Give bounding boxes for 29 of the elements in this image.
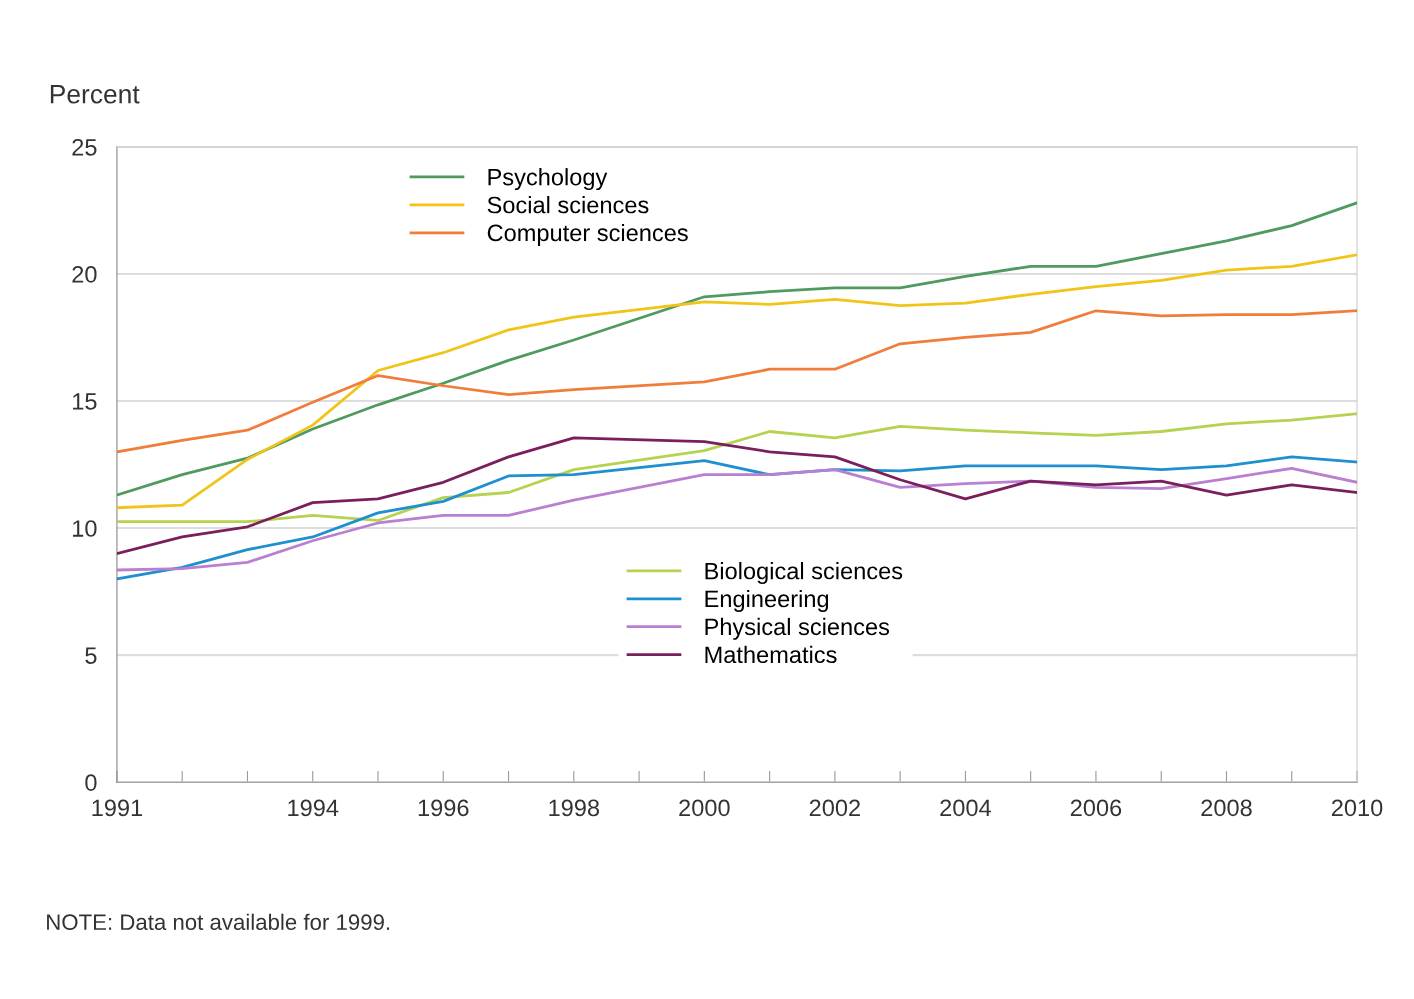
x-tick-label: 1991 bbox=[92, 799, 143, 817]
line-series bbox=[116, 253, 1358, 510]
line-series bbox=[116, 436, 1358, 555]
legend-label: Mathematics bbox=[705, 645, 837, 664]
x-tick-label: 1998 bbox=[549, 799, 600, 817]
x-tick-label: 2004 bbox=[940, 799, 991, 817]
y-tick-label: 5 bbox=[85, 647, 97, 664]
line-series bbox=[116, 309, 1358, 454]
y-tick-label: 25 bbox=[72, 138, 97, 156]
legend-label: Physical sciences bbox=[705, 617, 890, 640]
x-tick-label: 2002 bbox=[809, 799, 860, 817]
x-tick-label: 1996 bbox=[418, 799, 469, 817]
x-tick-label: 2008 bbox=[1201, 799, 1252, 817]
text: NOTE: Data not available for 1999. bbox=[47, 913, 390, 931]
x-tick-label: 2000 bbox=[679, 799, 730, 817]
legend-label: Psychology bbox=[488, 168, 608, 191]
legend-label: Computer sciences bbox=[487, 223, 688, 246]
x-tick-label: 2006 bbox=[1070, 799, 1122, 817]
x-tick-label: 2010 bbox=[1331, 799, 1383, 817]
y-tick-label: 15 bbox=[73, 393, 97, 410]
y-tick-label: 0 bbox=[85, 774, 97, 791]
y-tick-label: 10 bbox=[73, 520, 97, 537]
legend-label: Social sciences bbox=[487, 196, 649, 214]
x-tick-label: 1994 bbox=[288, 799, 339, 817]
legend-label: Engineering bbox=[705, 589, 829, 612]
y-tick-label: 20 bbox=[72, 265, 97, 283]
line-series bbox=[116, 412, 1358, 524]
y-axis-title: Percent bbox=[50, 85, 140, 104]
legend-label: Biological sciences bbox=[705, 562, 903, 585]
